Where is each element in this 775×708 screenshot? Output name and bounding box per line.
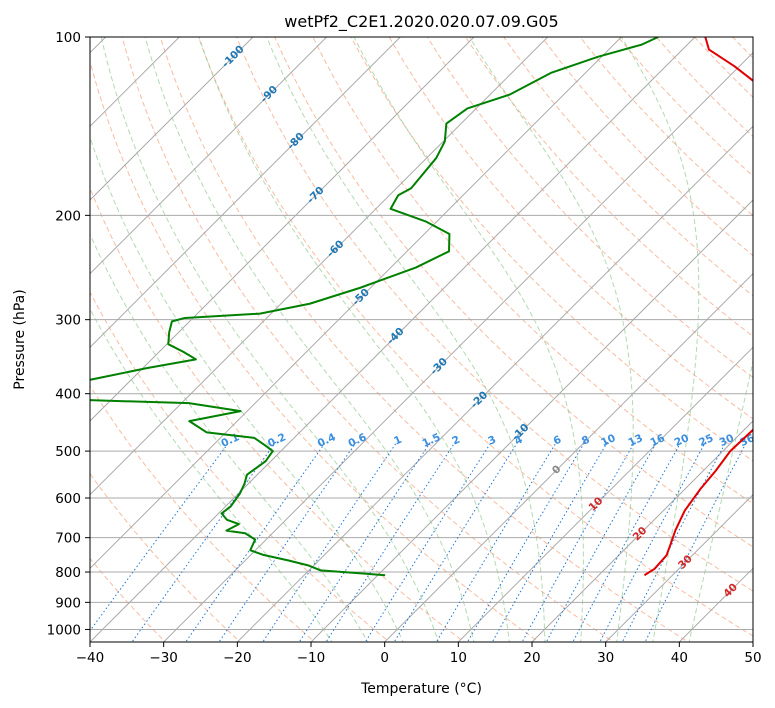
- dry-adiabat-line: [388, 37, 753, 420]
- y-tick-label: 700: [55, 531, 81, 547]
- isotherm-line: [90, 37, 549, 496]
- isotherm-line: [90, 37, 402, 349]
- mixing-ratio-label: 36: [738, 432, 756, 449]
- temperature-profile-line: [643, 37, 753, 577]
- y-tick-label: 900: [55, 595, 81, 611]
- mixing-ratio-label: 2: [450, 434, 462, 448]
- x-tick-label: 10: [450, 650, 467, 666]
- isotherm-line: [310, 199, 753, 642]
- mixing-ratio-line: [325, 441, 456, 642]
- mixing-ratio-label: 25: [697, 432, 715, 449]
- y-tick-label: 100: [55, 30, 81, 46]
- x-tick-label: −40: [76, 650, 105, 666]
- dry-adiabat-line: [90, 291, 391, 642]
- isotherm-line: [163, 51, 753, 642]
- axis-ticks: −40 −30 −20 −10 0 10 20 30 40 50 100 200 300 400 500 60…: [47, 30, 762, 666]
- mixing-ratio-label: 3: [486, 434, 498, 448]
- dry-adiabat-line: [236, 37, 753, 592]
- plot-frame: [89, 36, 754, 643]
- mixing-ratio-label: 8: [580, 434, 592, 448]
- isotherm-line: [90, 37, 181, 128]
- y-tick-label: 600: [55, 491, 81, 507]
- x-tick-label: −30: [149, 650, 178, 666]
- x-axis-label: Temperature (°C): [360, 681, 482, 697]
- dry-adiabat-line: [121, 37, 615, 642]
- y-axis-label: Pressure (hPa): [12, 289, 28, 389]
- mixing-ratio-label: 10: [599, 432, 617, 449]
- mixing-ratio-line: [545, 441, 658, 642]
- isotherm-line: [384, 272, 753, 642]
- dry-adiabat-line: [464, 37, 753, 337]
- mixing-ratio-line: [466, 441, 586, 642]
- y-tick-label: 800: [55, 565, 81, 581]
- dry-adiabat-line: [274, 37, 753, 548]
- mixing-ratio-label: 20: [673, 432, 691, 449]
- profile-series: [90, 37, 753, 577]
- isotherm-line: [457, 346, 753, 642]
- y-tick-label: 1000: [47, 622, 81, 638]
- dry-adiabat-line: [541, 37, 753, 257]
- isotherm-line: [90, 37, 475, 422]
- moist-adiabat-line: [100, 37, 439, 642]
- dry-adiabat-line: [90, 59, 540, 642]
- mixing-ratio-label: 6: [552, 434, 564, 448]
- isotherm-line: [531, 420, 753, 642]
- mixing-ratio-label: 13: [626, 432, 644, 449]
- isotherm-line: [90, 37, 328, 275]
- mixing-ratio-label: 4: [513, 434, 525, 448]
- dewpoint-profile-line: [90, 37, 659, 577]
- dry-adiabats: [90, 37, 753, 642]
- mixing-ratio-label: 16: [648, 432, 666, 449]
- mixing-ratio-line: [131, 441, 277, 642]
- y-tick-label: 300: [55, 313, 81, 329]
- dry-adiabat-line: [617, 37, 753, 177]
- x-tick-label: 40: [671, 650, 688, 666]
- x-tick-label: −10: [297, 650, 326, 666]
- mixing-ratio-line: [435, 441, 558, 642]
- mixing-ratio-line: [262, 441, 398, 642]
- dry-adiabat-line: [197, 37, 753, 637]
- dry-adiabat-line: [159, 37, 690, 642]
- grid-lines: [90, 37, 753, 642]
- isotherm-line: [605, 493, 753, 642]
- isotherm-line: [90, 37, 254, 201]
- y-tick-label: 500: [55, 444, 81, 460]
- mixing-ratio-line: [644, 441, 748, 642]
- x-tick-label: 20: [523, 650, 540, 666]
- chart-title: wetPf2_C2E1.2020.020.07.09.G05: [284, 12, 558, 32]
- dry-adiabat-line: [426, 37, 753, 378]
- dry-adiabat-line: [90, 186, 465, 642]
- dry-adiabat-line: [312, 37, 753, 505]
- y-tick-label: 400: [55, 387, 81, 403]
- isotherm-line: [236, 125, 753, 642]
- x-tick-label: 50: [744, 650, 761, 666]
- isotherm-line: [90, 37, 696, 642]
- mixing-ratio-line: [185, 441, 327, 642]
- mixing-ratio-lines: [90, 441, 748, 642]
- mixing-ratio-line: [298, 441, 432, 642]
- mixing-ratio-line: [218, 441, 358, 642]
- x-tick-label: −20: [223, 650, 252, 666]
- mixing-ratio-label: 1: [392, 434, 404, 448]
- mixing-ratio-line: [491, 441, 609, 642]
- x-tick-label: 30: [597, 650, 614, 666]
- mixing-ratio-label: 30: [718, 432, 736, 449]
- y-tick-label: 200: [55, 208, 81, 224]
- isotherm-line: [90, 37, 623, 570]
- x-tick-label: 0: [380, 650, 389, 666]
